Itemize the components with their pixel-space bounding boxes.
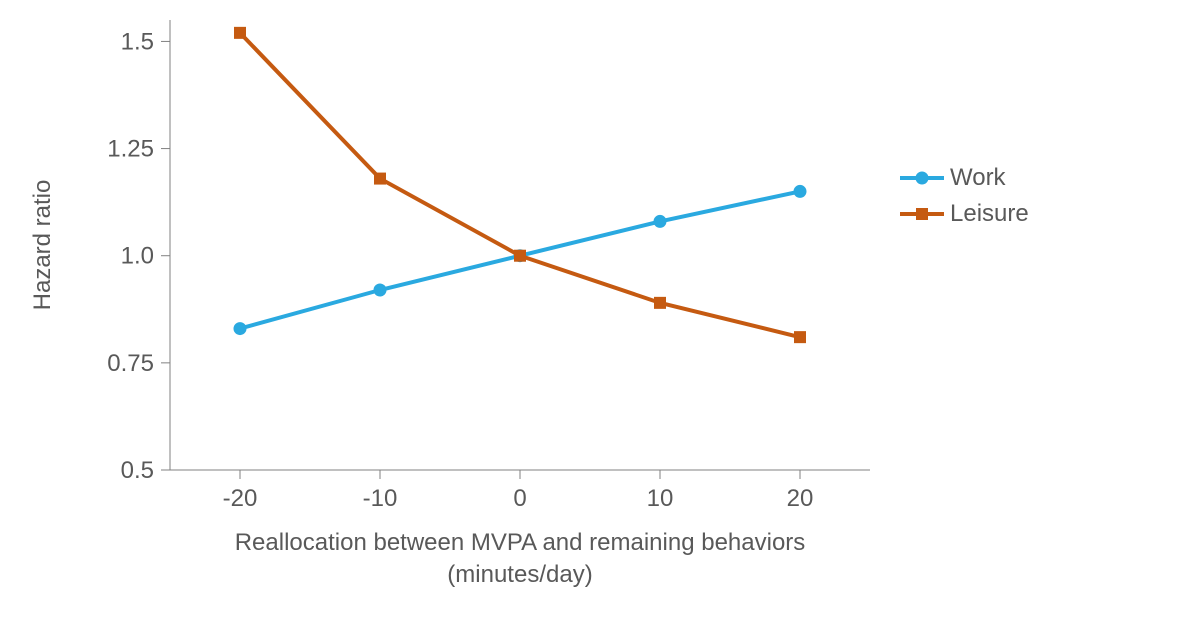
x-tick-label: 10 [647, 485, 674, 512]
y-tick-label: 1.5 [121, 28, 154, 55]
hazard-ratio-chart: 0.5 0.75 1.0 1.25 1.5 -20 -10 0 10 20 Reallocation… [0, 0, 1181, 628]
legend-label: Leisure [950, 200, 1029, 228]
legend-label: Work [950, 164, 1006, 192]
x-tick-label: -10 [363, 485, 398, 512]
legend-line-icon [900, 212, 944, 216]
legend-marker-icon [916, 208, 928, 220]
marker-leisure [234, 27, 246, 39]
legend-item-leisure: Leisure [900, 196, 1029, 232]
marker-work [374, 284, 387, 297]
x-axis-title-2: (minutes/day) [447, 561, 592, 588]
y-tick-label: 0.5 [121, 457, 154, 484]
marker-leisure [514, 250, 526, 262]
x-tick-label: -20 [223, 485, 258, 512]
legend-line-icon [900, 176, 944, 180]
marker-leisure [794, 331, 806, 343]
marker-leisure [374, 173, 386, 185]
marker-leisure [654, 297, 666, 309]
marker-work [794, 185, 807, 198]
marker-work [654, 215, 667, 228]
marker-work [234, 322, 247, 335]
y-axis-title: Hazard ratio [29, 180, 56, 311]
chart-svg: 0.5 0.75 1.0 1.25 1.5 -20 -10 0 10 20 Reallocation… [0, 0, 1181, 628]
legend-item-work: Work [900, 160, 1029, 196]
series-line-leisure [240, 33, 800, 337]
x-tick-label: 0 [513, 485, 526, 512]
x-axis-title-1: Reallocation between MVPA and remaining … [235, 529, 806, 556]
y-tick-label: 0.75 [107, 350, 154, 377]
x-tick-label: 20 [787, 485, 814, 512]
y-tick-label: 1.25 [107, 136, 154, 163]
chart-legend: Work Leisure [900, 160, 1029, 232]
legend-marker-icon [916, 172, 929, 185]
y-tick-label: 1.0 [121, 243, 154, 270]
